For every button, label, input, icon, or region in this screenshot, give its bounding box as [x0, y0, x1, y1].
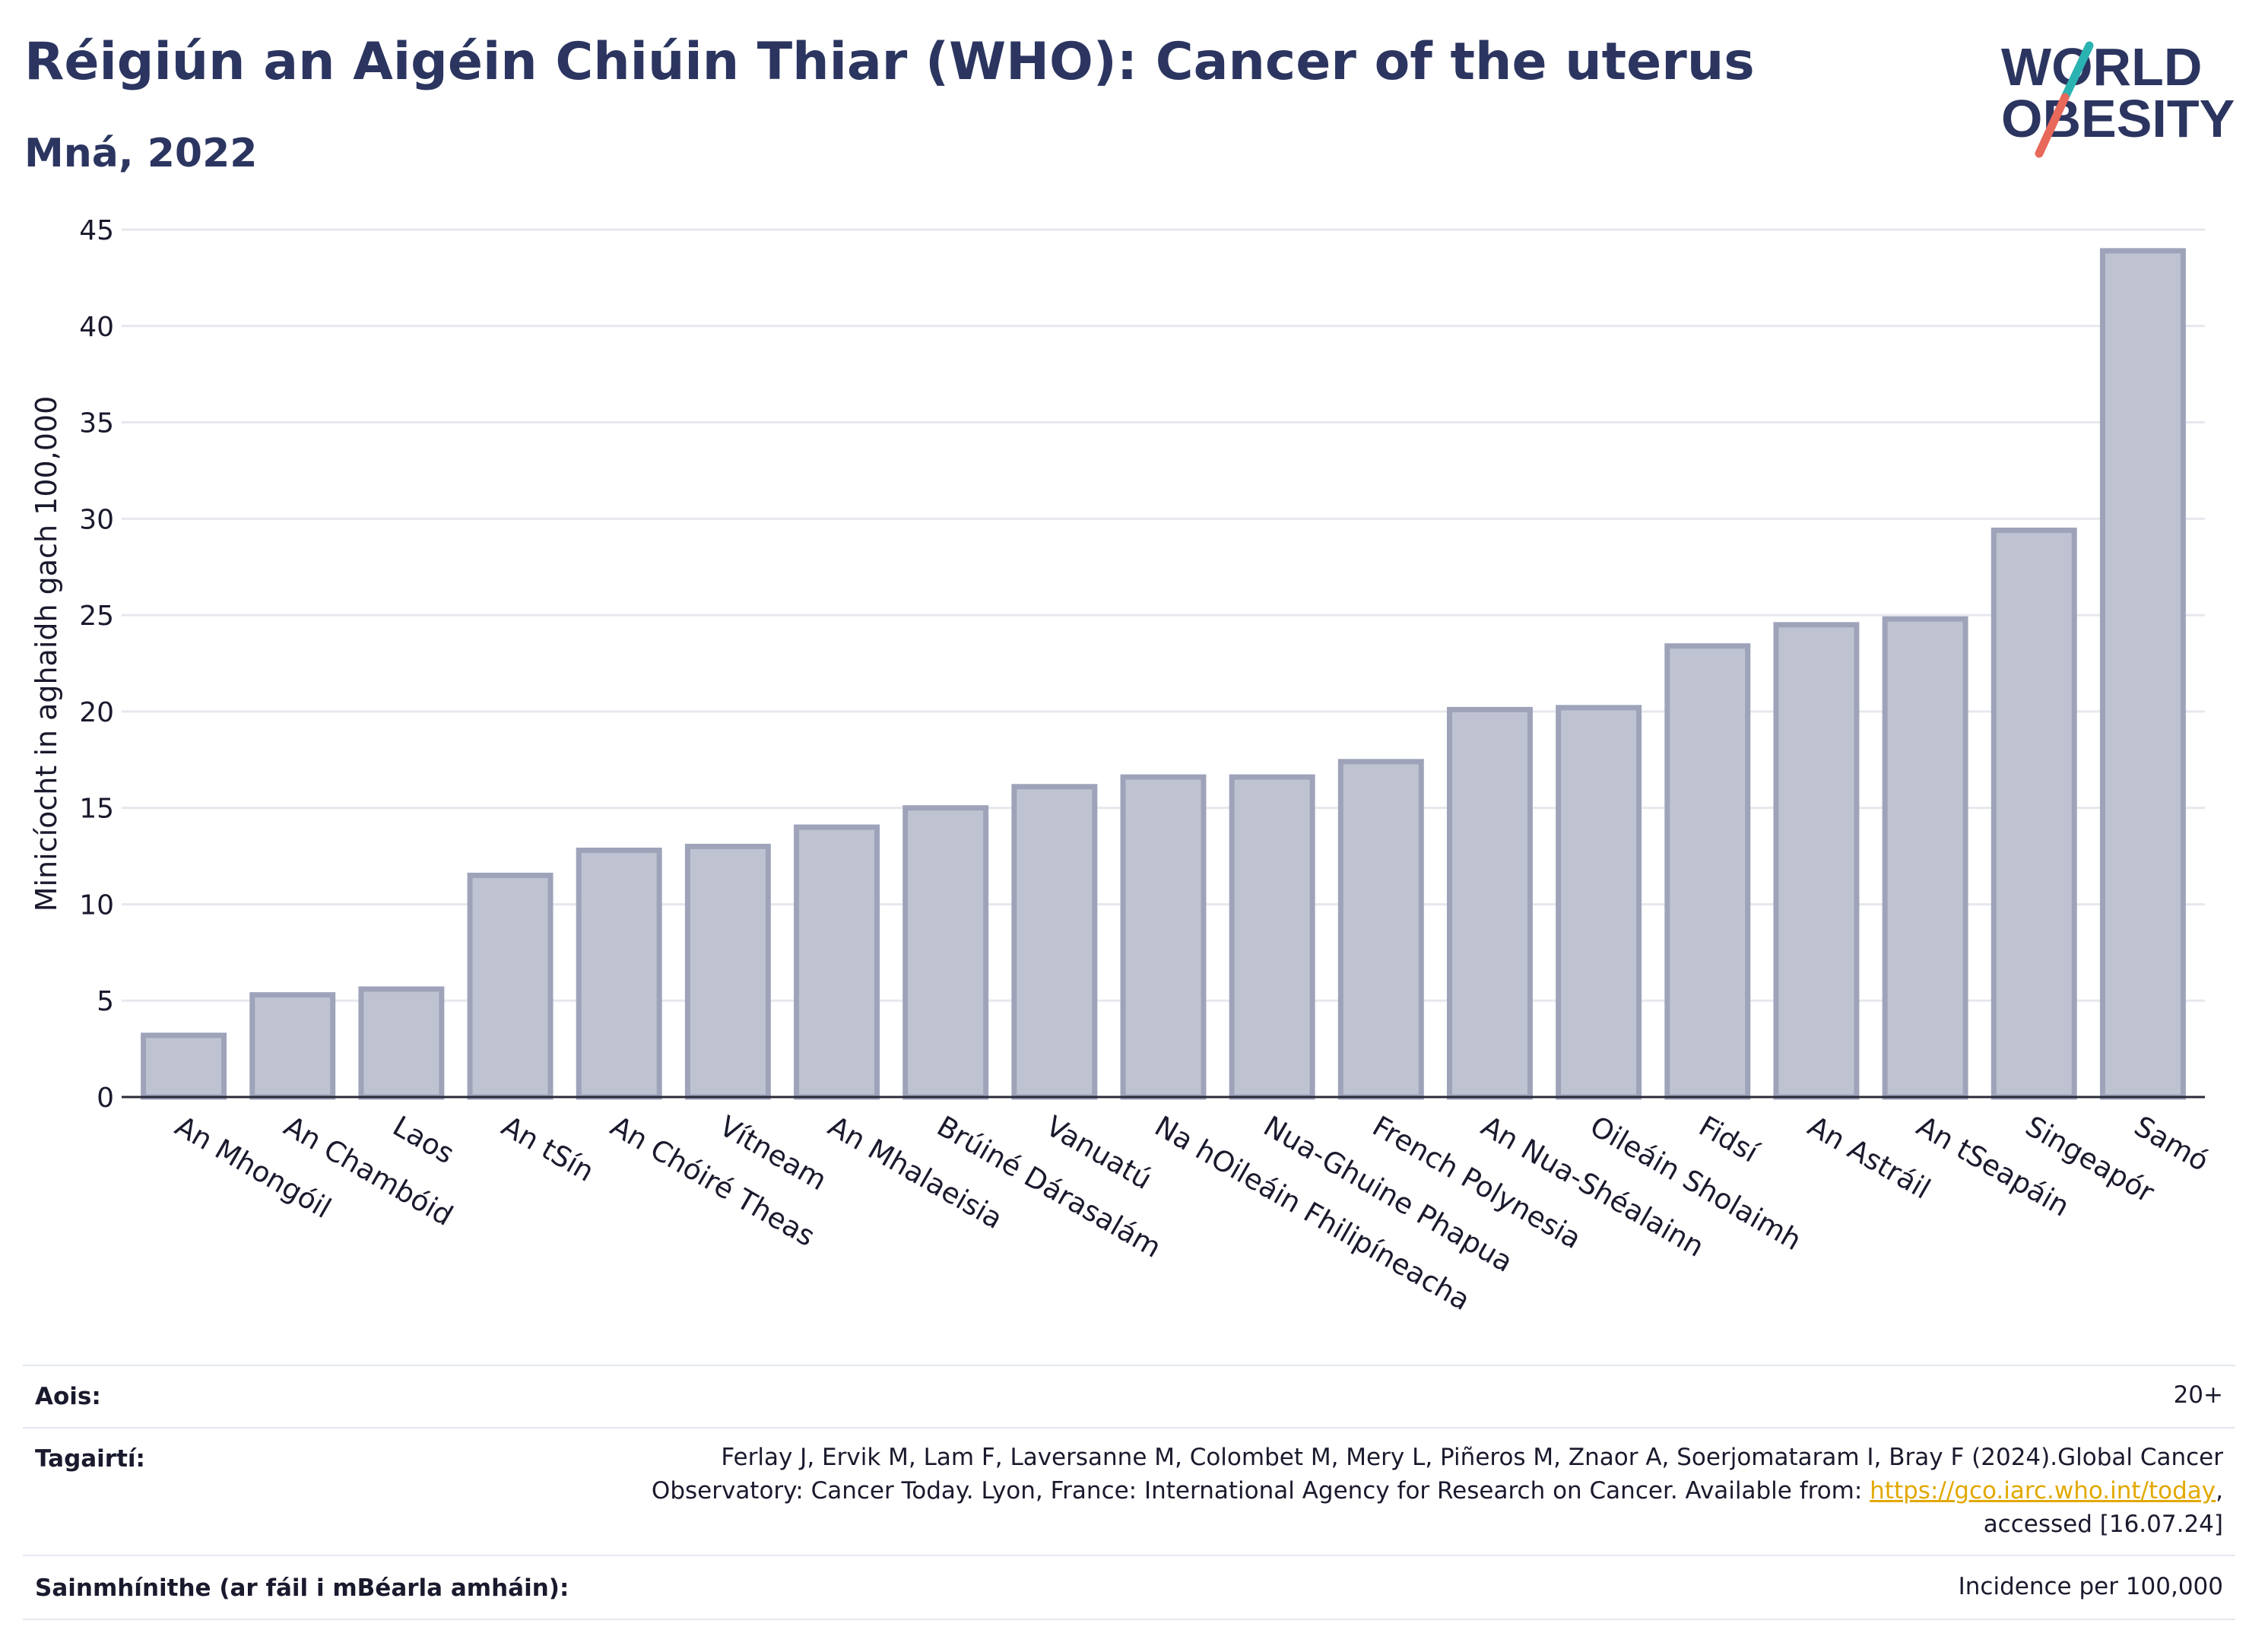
y-tick-label: 10: [79, 889, 114, 921]
references-value: Ferlay J, Ervik M, Lam F, Laversanne M, …: [652, 1441, 2223, 1541]
bar[interactable]: [1447, 706, 1533, 1100]
references-label: Tagairtí:: [35, 1445, 145, 1473]
y-tick-label: 45: [79, 215, 114, 246]
bar[interactable]: [684, 843, 771, 1100]
bar[interactable]: [1229, 774, 1315, 1100]
references-line-1: Ferlay J, Ervik M, Lam F, Laversanne M, …: [721, 1444, 2223, 1471]
logo-slash-coral: [2035, 93, 2070, 158]
y-tick-label: 25: [79, 601, 114, 632]
x-tick-label: An Astráil: [1802, 1110, 1936, 1206]
bar[interactable]: [1990, 528, 2077, 1100]
y-axis-label: Minicíocht in aghaidh gach 100,000: [30, 396, 63, 912]
y-tick-label: 40: [79, 312, 114, 343]
y-tick-label: 0: [97, 1083, 114, 1114]
bar[interactable]: [576, 847, 662, 1100]
x-tick-label: An tSín: [496, 1110, 600, 1188]
bar[interactable]: [1882, 616, 1968, 1100]
bar[interactable]: [1556, 705, 1642, 1100]
x-tick-label: Laos: [387, 1110, 459, 1171]
logo-text-obesity: OBESITY: [2001, 89, 2235, 148]
bar[interactable]: [249, 992, 336, 1100]
bar[interactable]: [358, 986, 445, 1100]
references-line-2-end: ,: [2216, 1477, 2223, 1505]
bars: [141, 248, 2186, 1100]
bar[interactable]: [1773, 622, 1860, 1100]
y-tick-label: 30: [79, 504, 114, 535]
bar[interactable]: [467, 872, 554, 1100]
logo-slash-teal: [2060, 41, 2094, 102]
bar[interactable]: [1011, 784, 1098, 1100]
references-row: Tagairtí: Ferlay J, Ervik M, Lam F, Lave…: [23, 1427, 2235, 1556]
bar[interactable]: [141, 1032, 227, 1100]
bar[interactable]: [1337, 759, 1424, 1100]
x-tick-label: Samó: [2129, 1110, 2214, 1178]
metadata-table: Aois: 20+ Tagairtí: Ferlay J, Ervik M, L…: [23, 1365, 2235, 1623]
x-tick-label: An Chóiré Theas: [605, 1110, 820, 1253]
age-row: Aois: 20+: [23, 1365, 2235, 1428]
age-value: 20+: [2173, 1381, 2223, 1409]
bar[interactable]: [1120, 774, 1207, 1100]
references-link[interactable]: https://gco.iarc.who.int/today: [1870, 1477, 2216, 1505]
bar[interactable]: [902, 805, 989, 1100]
bar[interactable]: [2099, 248, 2186, 1100]
bar[interactable]: [1664, 643, 1751, 1100]
definitions-label: Sainmhínithe (ar fáil i mBéarla amháin):: [35, 1574, 569, 1602]
bar[interactable]: [794, 824, 880, 1100]
chart-subtitle: Mná, 2022: [24, 131, 258, 176]
chart-title: Réigiún an Aigéin Chiúin Thiar (WHO): Ca…: [24, 32, 1755, 92]
references-line-2-text: Observatory: Cancer Today. Lyon, France:…: [651, 1477, 1870, 1505]
x-tick-label: Fidsí: [1693, 1110, 1765, 1170]
world-obesity-logo: WORLD OBESITY: [2001, 37, 2235, 158]
y-tick-label: 5: [97, 986, 114, 1017]
references-line-2: Observatory: Cancer Today. Lyon, France:…: [652, 1474, 2223, 1508]
y-tick-label: 20: [79, 697, 114, 728]
definitions-row: Sainmhínithe (ar fáil i mBéarla amháin):…: [23, 1555, 2235, 1620]
definitions-value: Incidence per 100,000: [1958, 1573, 2223, 1600]
age-label: Aois:: [35, 1383, 101, 1410]
y-tick-label: 35: [79, 408, 114, 439]
references-line-3: accessed [16.07.24]: [1983, 1511, 2223, 1538]
y-axis-ticks: 0 5 10 15 20 25 30 35 40 45: [79, 215, 114, 1114]
y-tick-label: 15: [79, 794, 114, 825]
logo-text-world: WORLD: [2001, 37, 2202, 97]
